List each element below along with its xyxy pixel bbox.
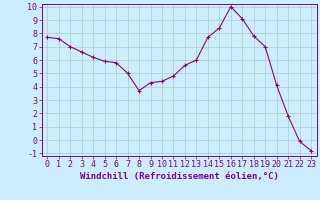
X-axis label: Windchill (Refroidissement éolien,°C): Windchill (Refroidissement éolien,°C) [80, 172, 279, 181]
